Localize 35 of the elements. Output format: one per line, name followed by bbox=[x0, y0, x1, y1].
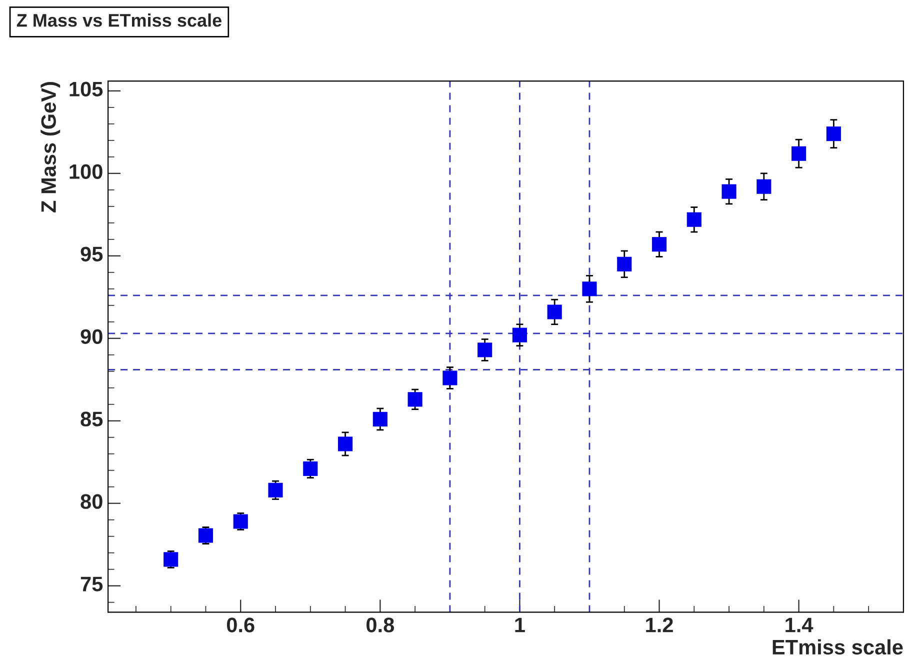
point bbox=[233, 514, 248, 529]
y-tick-label: 100 bbox=[70, 164, 102, 179]
x-tick-label: 0.6 bbox=[226, 618, 254, 632]
point bbox=[652, 237, 667, 252]
point bbox=[686, 212, 702, 227]
point bbox=[442, 370, 458, 386]
point bbox=[756, 179, 772, 194]
x-tick-label: 0.8 bbox=[366, 618, 394, 632]
point bbox=[582, 282, 597, 296]
x-tick-label: 1 bbox=[515, 618, 525, 632]
point bbox=[722, 184, 736, 199]
point bbox=[826, 126, 841, 142]
point bbox=[303, 461, 318, 476]
point bbox=[617, 256, 632, 272]
x-tick-label: 1.2 bbox=[646, 618, 673, 632]
point bbox=[268, 482, 283, 498]
point bbox=[478, 342, 492, 358]
point bbox=[792, 146, 806, 161]
point bbox=[164, 552, 178, 567]
y-tick-label: 75 bbox=[80, 576, 103, 592]
point bbox=[372, 412, 388, 426]
point bbox=[408, 392, 422, 407]
x-tick-label: 1.4 bbox=[786, 618, 814, 632]
point bbox=[198, 528, 214, 543]
y-tick-label: 95 bbox=[80, 246, 103, 262]
y-tick-label: 85 bbox=[80, 412, 103, 426]
y-axis-title: Z Mass (GeV) bbox=[40, 82, 60, 212]
chart-title: Z Mass vs ETmiss scale bbox=[16, 13, 222, 27]
point bbox=[338, 436, 353, 452]
y-tick-label: 105 bbox=[70, 82, 103, 96]
point bbox=[512, 328, 527, 342]
x-axis-title: ETmiss scale bbox=[772, 639, 903, 655]
y-tick-label: 80 bbox=[80, 494, 102, 509]
y-tick-label: 90 bbox=[80, 329, 102, 344]
point bbox=[547, 304, 562, 320]
